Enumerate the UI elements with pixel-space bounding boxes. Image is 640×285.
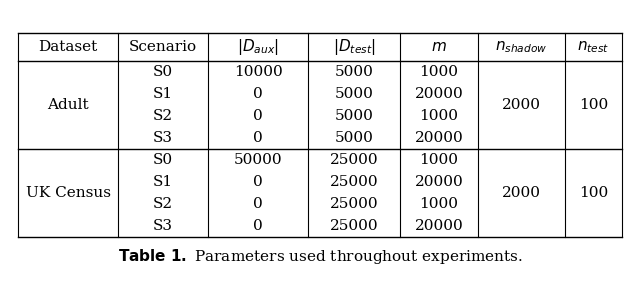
Text: Dataset: Dataset (38, 40, 98, 54)
Text: 5000: 5000 (335, 131, 373, 145)
Text: 100: 100 (579, 98, 608, 112)
Text: 0: 0 (253, 87, 263, 101)
Text: S3: S3 (153, 131, 173, 145)
Text: 20000: 20000 (415, 175, 463, 189)
Text: S0: S0 (153, 65, 173, 79)
Text: 25000: 25000 (330, 197, 378, 211)
Text: 0: 0 (253, 175, 263, 189)
Text: 20000: 20000 (415, 131, 463, 145)
Text: S1: S1 (153, 175, 173, 189)
Text: 5000: 5000 (335, 65, 373, 79)
Text: 0: 0 (253, 219, 263, 233)
Text: 1000: 1000 (419, 65, 458, 79)
Text: S3: S3 (153, 219, 173, 233)
Text: 5000: 5000 (335, 109, 373, 123)
Text: 1000: 1000 (419, 109, 458, 123)
Text: S0: S0 (153, 153, 173, 167)
Text: 20000: 20000 (415, 219, 463, 233)
Text: 1000: 1000 (419, 197, 458, 211)
Text: 100: 100 (579, 186, 608, 200)
Text: $|D_{aux}|$: $|D_{aux}|$ (237, 37, 279, 57)
Text: 5000: 5000 (335, 87, 373, 101)
Text: S2: S2 (153, 109, 173, 123)
Text: 0: 0 (253, 109, 263, 123)
Text: 10000: 10000 (234, 65, 282, 79)
Text: 50000: 50000 (234, 153, 282, 167)
Text: $n_{test}$: $n_{test}$ (577, 39, 610, 55)
Text: UK Census: UK Census (26, 186, 111, 200)
Text: 25000: 25000 (330, 219, 378, 233)
Text: 25000: 25000 (330, 153, 378, 167)
Text: 1000: 1000 (419, 153, 458, 167)
Text: $m$: $m$ (431, 40, 447, 54)
Text: $n_{shadow}$: $n_{shadow}$ (495, 39, 548, 55)
Text: 0: 0 (253, 197, 263, 211)
Text: Adult: Adult (47, 98, 89, 112)
Text: 0: 0 (253, 131, 263, 145)
Text: 2000: 2000 (502, 98, 541, 112)
Text: S1: S1 (153, 87, 173, 101)
Text: Scenario: Scenario (129, 40, 197, 54)
Text: 2000: 2000 (502, 186, 541, 200)
Text: S2: S2 (153, 197, 173, 211)
Text: $\mathbf{Table\ 1.}$ Parameters used throughout experiments.: $\mathbf{Table\ 1.}$ Parameters used thr… (118, 247, 522, 266)
Text: $|D_{test}|$: $|D_{test}|$ (333, 37, 376, 57)
Text: 25000: 25000 (330, 175, 378, 189)
Text: 20000: 20000 (415, 87, 463, 101)
